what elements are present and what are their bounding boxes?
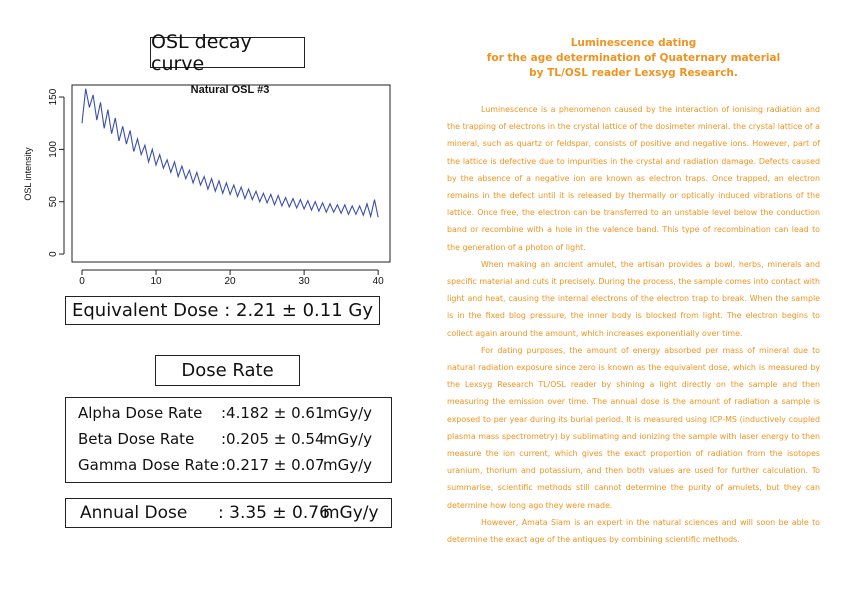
row-label: Alpha Dose Rate <box>78 404 203 422</box>
article: Luminescence dating for the age determina… <box>447 36 820 548</box>
x-tick-label: 0 <box>79 276 85 287</box>
plot-frame <box>71 84 391 263</box>
paragraph: When making an ancient amulet, the artis… <box>447 259 820 338</box>
x-tick-label: 40 <box>373 276 385 287</box>
article-title: Luminescence dating for the age determina… <box>447 36 820 81</box>
row-label: Gamma Dose Rate <box>78 456 219 474</box>
annual-dose: Annual Dose : 3.35 ± 0.76 mGy/y <box>65 498 392 528</box>
y-tick-label: 150 <box>48 88 59 105</box>
unit: mGy/y <box>323 503 379 523</box>
decay-curve <box>81 88 379 219</box>
row-unit: mGy/y <box>323 430 373 448</box>
equivalent-dose: Equivalent Dose : 2.21 ± 0.11 Gy <box>65 296 380 325</box>
y-axis-label: OSL intensity <box>23 147 33 201</box>
title-line: Luminescence dating <box>570 37 697 49</box>
y-tick-label: 100 <box>48 141 59 158</box>
x-tick-label: 10 <box>150 276 162 287</box>
row-value: :0.217 ± 0.07 <box>221 456 325 474</box>
chart: Natural OSL #3 OSL intensity 0 10 20 30 40 0 5… <box>23 84 391 287</box>
paragraph: However, Amata Siam is an expert in the … <box>447 517 820 545</box>
row-label: Beta Dose Rate <box>78 430 195 448</box>
value: : 3.35 ± 0.76 <box>218 503 330 523</box>
label: Annual Dose <box>80 503 188 523</box>
x-tick-label: 30 <box>299 276 311 287</box>
chart-title: Natural OSL #3 <box>191 84 270 96</box>
dose-rate-table: Alpha Dose Rate:4.182 ± 0.61 mGy/y Beta Do… <box>65 397 392 483</box>
y-tick-label: 50 <box>48 196 59 208</box>
article-body: Luminescence is a phenomenon caused by t… <box>447 101 820 548</box>
row-value: :4.182 ± 0.61 <box>221 404 325 422</box>
y-tick-label: 0 <box>48 251 59 257</box>
x-tick-label: 20 <box>225 276 237 287</box>
dose-rate-title: Dose Rate <box>155 355 300 386</box>
label: Equivalent Dose <box>71 300 219 321</box>
row-unit: mGy/y <box>323 404 373 422</box>
paragraph: For dating purposes, the amount of energ… <box>447 345 820 510</box>
row-value: :0.205 ± 0.54 <box>221 430 325 448</box>
title-line: for the age determination of Quaternary … <box>486 52 781 64</box>
value: : 2.21 ± 0.11 Gy <box>224 300 373 321</box>
title-line: by TL/OSL reader Lexsyg Research. <box>529 67 738 79</box>
paragraph: Luminescence is a phenomenon caused by t… <box>447 105 820 252</box>
row-unit: mGy/y <box>323 456 373 474</box>
